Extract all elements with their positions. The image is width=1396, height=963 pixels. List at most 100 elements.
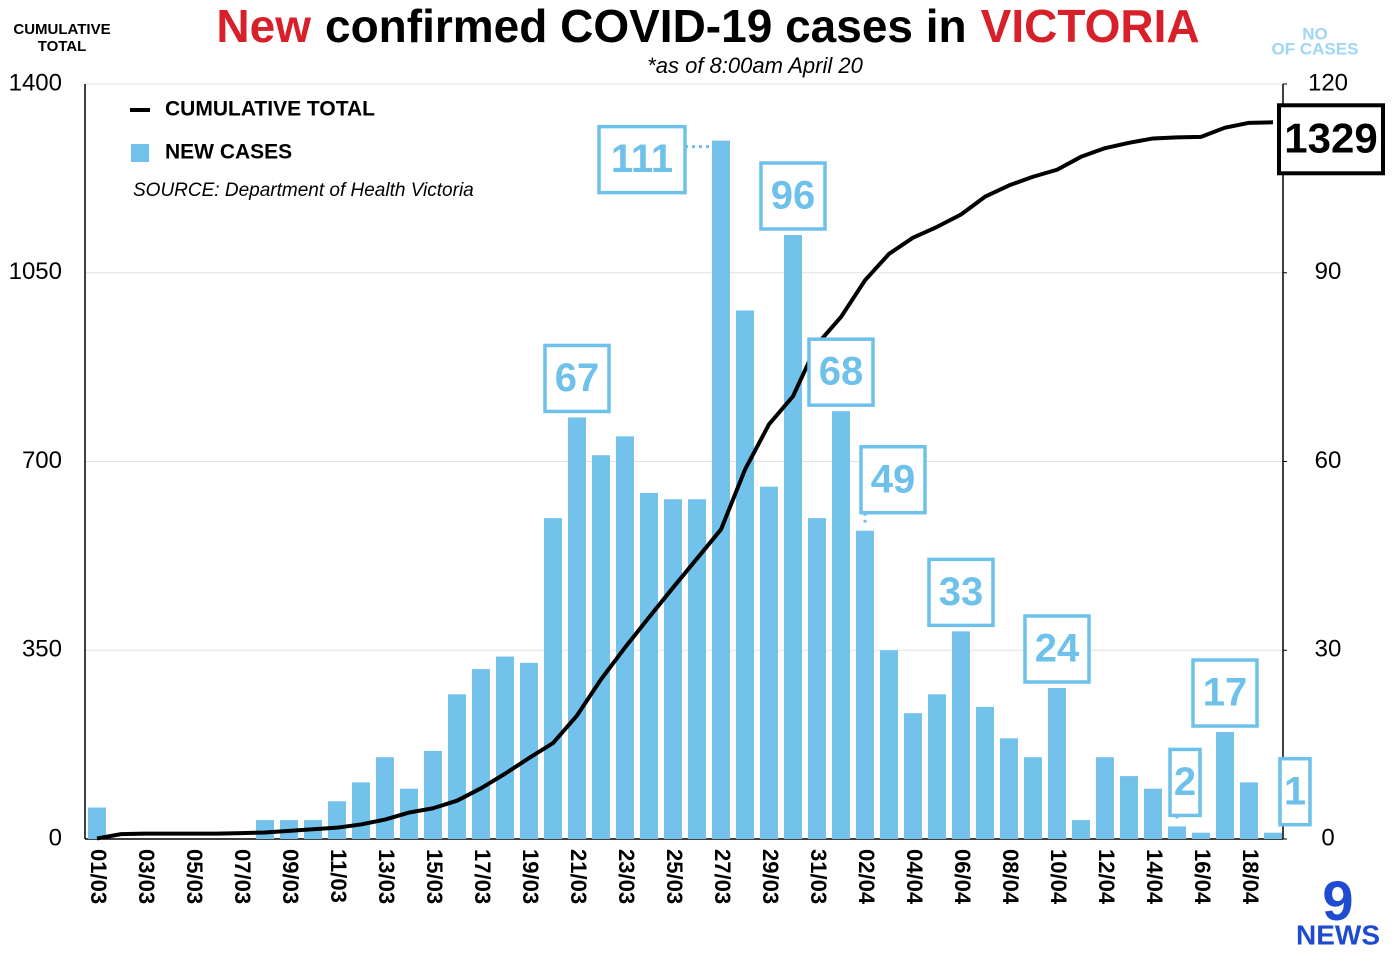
x-tick-label: 06/04	[950, 849, 975, 905]
legend-label: CUMULATIVE TOTAL	[165, 98, 375, 121]
bar	[496, 656, 514, 839]
bar	[928, 694, 946, 839]
data-label: 17	[1203, 671, 1248, 715]
x-tick-label: 13/03	[374, 849, 399, 904]
label-box	[1023, 614, 1091, 684]
data-label: 1329	[1284, 114, 1377, 161]
data-label: 111	[611, 137, 673, 181]
legend-swatch	[131, 144, 149, 162]
title-part: VICTORIA	[981, 0, 1200, 52]
y-tick-label: 700	[22, 447, 62, 474]
bar	[376, 757, 394, 839]
data-label: 67	[555, 356, 600, 400]
label-box	[1191, 658, 1259, 728]
bar	[472, 669, 490, 839]
x-tick-label: 17/03	[470, 849, 495, 904]
bar	[952, 631, 970, 839]
x-tick-label: 19/03	[518, 849, 543, 904]
bar	[688, 499, 706, 839]
bar	[1264, 832, 1282, 839]
title-part: New	[216, 0, 311, 52]
bar	[904, 713, 922, 839]
x-tick-label: 09/03	[278, 849, 303, 904]
x-tick-label: 25/03	[662, 849, 687, 904]
bar	[856, 530, 874, 839]
x-tick-label: 01/03	[86, 849, 111, 904]
x-tick-label: 31/03	[806, 849, 831, 904]
chart-subtitle: *as of 8:00am April 20	[647, 53, 863, 78]
bar	[88, 807, 106, 839]
x-tick-label: 04/04	[902, 849, 927, 905]
logo-text: NEWS	[1296, 919, 1380, 950]
x-tick-label: 12/04	[1094, 849, 1119, 905]
bar	[424, 750, 442, 839]
bar	[1120, 776, 1138, 839]
data-label: 49	[871, 457, 916, 501]
x-tick-label: 23/03	[614, 849, 639, 904]
bar	[880, 650, 898, 839]
data-label: 33	[939, 570, 984, 614]
bar	[1192, 832, 1210, 839]
bar	[616, 436, 634, 839]
bar	[352, 782, 370, 839]
bar	[784, 235, 802, 839]
y2-tick-label: 60	[1315, 447, 1342, 474]
x-tick-label: 21/03	[566, 849, 591, 904]
y-tick-label: 1050	[9, 258, 62, 285]
bar	[448, 694, 466, 839]
legend-label: NEW CASES	[165, 141, 292, 164]
label-box	[597, 124, 687, 195]
bar	[712, 140, 730, 839]
y2-tick-label: 0	[1321, 824, 1334, 851]
data-label: 1	[1284, 769, 1306, 813]
bar	[544, 518, 562, 839]
bar	[1096, 757, 1114, 839]
y2-tick-label: 90	[1315, 258, 1342, 285]
y-tick-label: 350	[22, 636, 62, 663]
bar	[1048, 688, 1066, 839]
y-axis-title: TOTAL	[38, 38, 87, 55]
data-label: 24	[1035, 627, 1080, 671]
y-axis-title: CUMULATIVE	[13, 21, 110, 38]
bar	[1168, 826, 1186, 839]
bar	[664, 499, 682, 839]
bar	[640, 492, 658, 839]
x-tick-label: 11/03	[326, 849, 351, 903]
label-box	[543, 343, 611, 414]
bar	[520, 662, 538, 839]
x-tick-label: 05/03	[182, 849, 207, 904]
bar	[832, 411, 850, 839]
x-tick-label: 10/04	[1046, 849, 1071, 905]
bar	[1216, 732, 1234, 839]
bar	[808, 518, 826, 839]
x-tick-label: 14/04	[1142, 849, 1167, 905]
label-box	[927, 557, 995, 628]
line	[96, 120, 1274, 841]
x-tick-label: 07/03	[230, 849, 255, 904]
bar	[736, 310, 754, 839]
bar	[1024, 757, 1042, 839]
bar	[592, 455, 610, 839]
bar	[568, 417, 586, 839]
bar	[256, 820, 274, 839]
x-tick-label: 29/03	[758, 849, 783, 904]
x-tick-label: 18/04	[1238, 849, 1263, 905]
data-label: 2	[1174, 760, 1196, 804]
x-tick-label: 02/04	[854, 849, 879, 905]
label-box	[859, 444, 927, 515]
y2-tick-label: 30	[1315, 636, 1342, 663]
source-note: SOURCE: Department of Health Victoria	[133, 180, 474, 201]
bar	[760, 486, 778, 839]
y2-axis-title: OF CASES	[1272, 39, 1359, 58]
x-tick-label: 03/03	[134, 849, 159, 904]
bar	[1000, 738, 1018, 839]
label-box	[807, 337, 875, 407]
bar	[1240, 782, 1258, 839]
data-label: 96	[771, 174, 816, 218]
x-tick-label: 08/04	[998, 849, 1023, 905]
y-tick-label: 0	[49, 824, 62, 851]
x-tick-label: 16/04	[1190, 849, 1215, 905]
bar	[328, 801, 346, 839]
x-tick-label: 27/03	[710, 849, 735, 904]
